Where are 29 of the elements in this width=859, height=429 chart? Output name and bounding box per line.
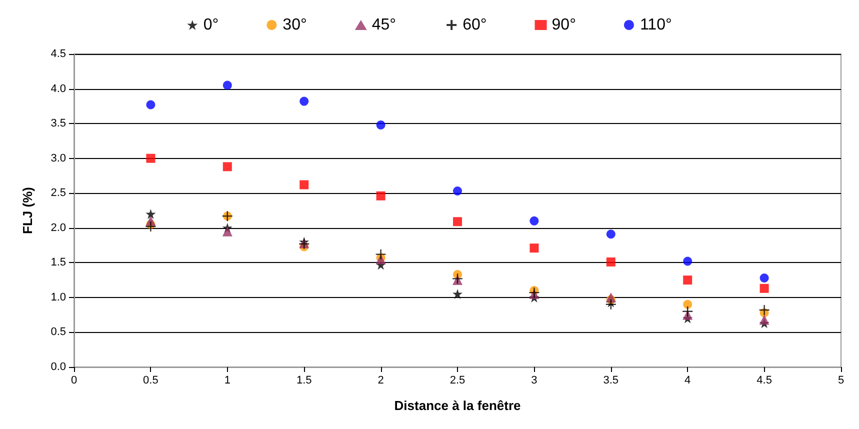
x-tick-label: 2.5 <box>450 374 466 386</box>
legend-label: 45° <box>372 16 396 34</box>
x-axis-title: Distance à la fenêtre <box>394 398 521 413</box>
x-tick-label: 3 <box>531 374 538 386</box>
y-tick-label: 4.0 <box>50 82 66 95</box>
x-tick-label: 2 <box>378 374 384 386</box>
x-tick-label: 5 <box>838 374 844 386</box>
y-tick-label: 1.5 <box>50 256 66 269</box>
x-tick-label: 1.5 <box>296 374 312 386</box>
y-tick-label: 2.5 <box>50 187 66 200</box>
legend-label: 110° <box>640 16 672 34</box>
legend-label: 60° <box>462 16 487 34</box>
x-tick-label: 1 <box>224 374 230 386</box>
y-tick-label: 2.0 <box>50 222 66 234</box>
x-tick-label: 3.5 <box>603 374 619 386</box>
y-tick-label: 4.5 <box>50 48 66 60</box>
legend-label: 30° <box>282 16 307 34</box>
y-tick-label: 0.0 <box>50 361 66 373</box>
legend-label: 90° <box>552 16 576 34</box>
y-tick-label: 0.5 <box>50 326 66 338</box>
x-tick-label: 0.5 <box>143 374 158 386</box>
y-tick-label: 3.5 <box>50 118 66 130</box>
x-tick-label: 4 <box>684 374 691 386</box>
legend-label: 0° <box>203 16 219 34</box>
y-axis-title: FLJ (%) <box>20 187 35 234</box>
x-tick-label: 4.5 <box>756 374 772 386</box>
x-tick-label: 0 <box>70 374 78 386</box>
y-tick-label: 1.0 <box>50 291 66 304</box>
y-tick-label: 3.0 <box>50 152 66 164</box>
